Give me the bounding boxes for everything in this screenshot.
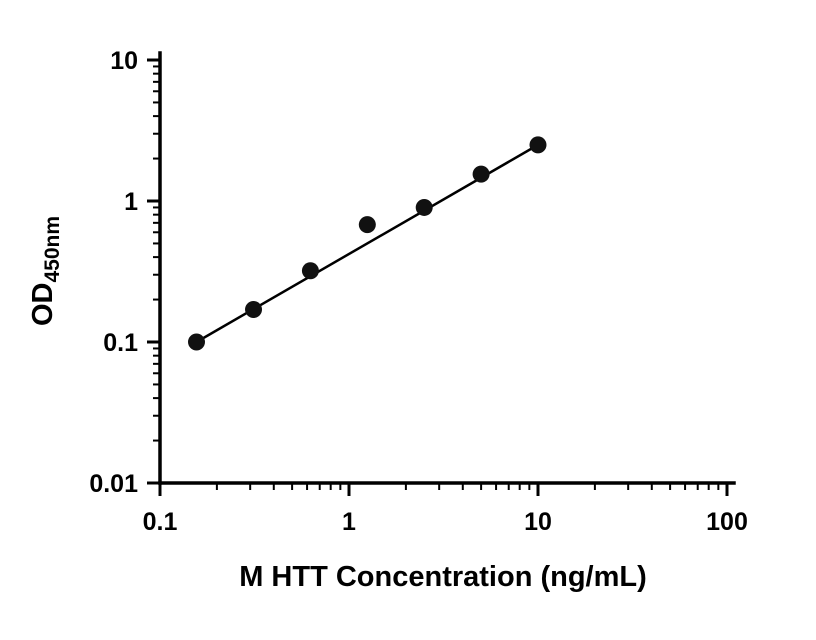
data-point — [472, 165, 490, 183]
data-point — [188, 333, 206, 351]
y-tick-label: 10 — [110, 47, 138, 75]
y-tick-label: 1 — [124, 188, 138, 216]
data-point — [415, 198, 433, 216]
x-axis-title: M HTT Concentration (ng/mL) — [239, 561, 647, 593]
x-tick-label: 100 — [706, 508, 748, 536]
data-point — [301, 262, 319, 280]
y-axis-title-subscript: 450nm — [41, 216, 64, 283]
data-point — [358, 216, 376, 234]
data-point — [529, 136, 547, 154]
y-axis-title-main: OD — [27, 283, 59, 327]
x-tick-label: 1 — [342, 508, 356, 536]
x-tick-label: 10 — [524, 508, 552, 536]
y-tick-label: 0.1 — [103, 329, 138, 357]
data-layer — [188, 136, 547, 351]
x-tick-label: 0.1 — [143, 508, 178, 536]
data-point — [245, 301, 263, 319]
y-axis-title: OD450nm — [27, 216, 64, 326]
y-tick-label: 0.01 — [89, 470, 138, 498]
